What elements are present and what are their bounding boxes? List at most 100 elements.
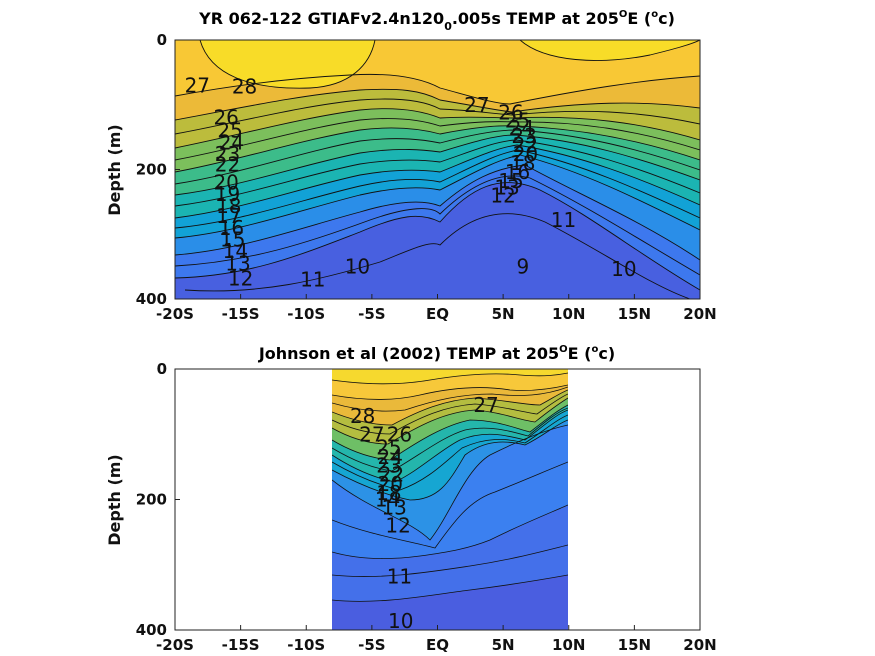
- chart-2-contour-label: 13: [381, 495, 406, 519]
- chart-2-title: Johnson et al (2002) TEMP at 205OE (oc): [258, 344, 615, 363]
- chart-2-contour-label: 18: [376, 481, 401, 505]
- chart-2-contour-label: 26: [387, 422, 412, 446]
- chart-1-contour-label: 22: [215, 152, 240, 176]
- chart-2-contour-label: 27: [473, 393, 498, 417]
- chart-1-contour-label: 17: [216, 204, 241, 228]
- chart-2-contour-label: 22: [379, 463, 404, 487]
- chart-1-contour-label: 11: [300, 268, 325, 292]
- chart-2-contour-label: 25: [376, 435, 401, 459]
- chart-1-contour-label: 27: [464, 93, 489, 117]
- chart-2-contour-label: 11: [387, 564, 412, 588]
- chart-1-x-tick-label: 20N: [683, 305, 716, 323]
- chart-1-y-tick-label: 200: [136, 161, 167, 179]
- chart-2-contour-label: 10: [388, 609, 413, 633]
- chart-1-contour-label: 24: [509, 116, 534, 140]
- chart-2-x-tick-label: 5N: [492, 636, 515, 654]
- chart-1-x-tick-label: -5S: [358, 305, 385, 323]
- chart-1-title: YR 062-122 GTIAFv2.4n1200.005s TEMP at 2…: [198, 9, 675, 33]
- chart-1-contour-label: 12: [490, 183, 515, 207]
- chart-1-contour-label: 13: [225, 251, 250, 275]
- chart-1-contour-label: 20: [513, 142, 538, 166]
- chart-1-contour-label: 18: [510, 151, 535, 175]
- chart-1-contour-label: 25: [217, 119, 242, 143]
- chart-1-contour-label: 16: [505, 160, 530, 184]
- chart-2-x-ticks: -20S -15S -10S -5S EQ 5N 10N 15N 20N: [156, 625, 717, 654]
- chart-2-contours: [332, 372, 568, 602]
- chart-2-x-tick-label: 20N: [683, 636, 716, 654]
- chart-1-x-tick-label: 5N: [492, 305, 515, 323]
- chart-1-contour-label: 20: [213, 170, 238, 194]
- chart-1-title-subscript: 0: [444, 20, 452, 33]
- chart-2-contour-label: 12: [385, 514, 410, 538]
- chart-2-title-degree: O: [559, 344, 568, 355]
- chart-1-contour-label: 11: [551, 208, 576, 232]
- chart-2-x-tick-label: -5S: [358, 636, 385, 654]
- chart-2-contour-label: 24: [378, 445, 403, 469]
- chart-1-x-ticks: -20S -15S -10S -5S EQ 5N 10N 15N 20N: [156, 294, 717, 323]
- chart-2-x-tick-label: -20S: [156, 636, 194, 654]
- chart-1-contour-label: 13: [494, 176, 519, 200]
- chart-2-contour-label: 28: [350, 404, 375, 428]
- chart-1-contour-label: 9: [516, 255, 529, 279]
- chart-2-x-tick-label: -15S: [222, 636, 260, 654]
- chart-2-y-ticks: 0 200 400: [136, 360, 180, 639]
- chart-1-y-ticks: 0 200 400: [136, 31, 180, 308]
- chart-1-contour-label: 23: [215, 142, 240, 166]
- chart-1-contour-label: 16: [219, 216, 244, 240]
- chart-1-contour-label: 19: [215, 182, 240, 206]
- chart-1-x-tick-label: -15S: [222, 305, 260, 323]
- chart-1-contour-label: 26: [213, 106, 238, 130]
- chart-1-contour-label: 12: [228, 266, 253, 290]
- chart-1-contour-label: 28: [232, 75, 257, 99]
- chart-1-x-tick-label: -10S: [287, 305, 325, 323]
- chart-2-title-main: Johnson et al (2002) TEMP at 205: [258, 344, 559, 363]
- chart-1-contour-label: 10: [611, 257, 636, 281]
- chart-1-x-tick-label: EQ: [426, 305, 449, 323]
- chart-1-contour-label: 25: [505, 108, 530, 132]
- chart-1-contour-label: 14: [223, 239, 248, 263]
- chart-2-title-unit-pre: E (: [568, 344, 592, 363]
- chart-2-y-tick-label: 0: [157, 360, 167, 378]
- chart-2-contour-label: 23: [376, 454, 401, 478]
- chart-1-contour-label: 27: [185, 73, 210, 97]
- chart-1-y-tick-label: 0: [157, 31, 167, 49]
- chart-1-ylabel: Depth (m): [105, 124, 124, 216]
- chart-2-contour-label: 20: [378, 472, 403, 496]
- chart-1-title-degree: O: [619, 9, 628, 20]
- chart-1-contours: [175, 40, 700, 299]
- chart-2-x-tick-label: 10N: [552, 636, 585, 654]
- chart-2-x-tick-label: -10S: [287, 636, 325, 654]
- chart-2-contour-label: 14: [375, 488, 400, 512]
- chart-1: YR 062-122 GTIAFv2.4n1200.005s TEMP at 2…: [105, 9, 717, 323]
- chart-2-y-tick-label: 200: [136, 491, 167, 509]
- chart-2-contour-label: 27: [359, 422, 384, 446]
- chart-1-contour-label: 15: [498, 169, 523, 193]
- chart-1-title-unit-pre: E (: [627, 9, 651, 28]
- chart-2-title-unit-post: c): [598, 344, 615, 363]
- chart-1-x-tick-label: -20S: [156, 305, 194, 323]
- chart-1-x-tick-label: 10N: [552, 305, 585, 323]
- chart-2-x-tick-label: 15N: [618, 636, 651, 654]
- chart-1-contour-label: 15: [220, 227, 245, 251]
- chart-1-contour-label: 18: [216, 194, 241, 218]
- chart-1-title-unit-post: c): [658, 9, 675, 28]
- chart-2: Johnson et al (2002) TEMP at 205OE (oc): [105, 344, 717, 654]
- chart-1-contour-label: 26: [498, 101, 523, 125]
- chart-2-x-tick-label: EQ: [426, 636, 449, 654]
- chart-1-contour-label: 22: [513, 133, 538, 157]
- chart-2-title-unit-sup: o: [591, 344, 598, 355]
- chart-2-y-tick-label: 400: [136, 621, 167, 639]
- chart-1-y-tick-label: 400: [136, 290, 167, 308]
- chart-1-title-main: YR 062-122 GTIAFv2.4n120: [198, 9, 444, 28]
- chart-1-contour-label: 23: [511, 124, 536, 148]
- chart-1-contour-label: 24: [219, 130, 244, 154]
- chart-1-contour-label: 10: [345, 255, 370, 279]
- chart-1-x-tick-label: 15N: [618, 305, 651, 323]
- chart-1-title-tail: .005s TEMP at 205: [452, 9, 619, 28]
- chart-2-band-28: [332, 369, 568, 384]
